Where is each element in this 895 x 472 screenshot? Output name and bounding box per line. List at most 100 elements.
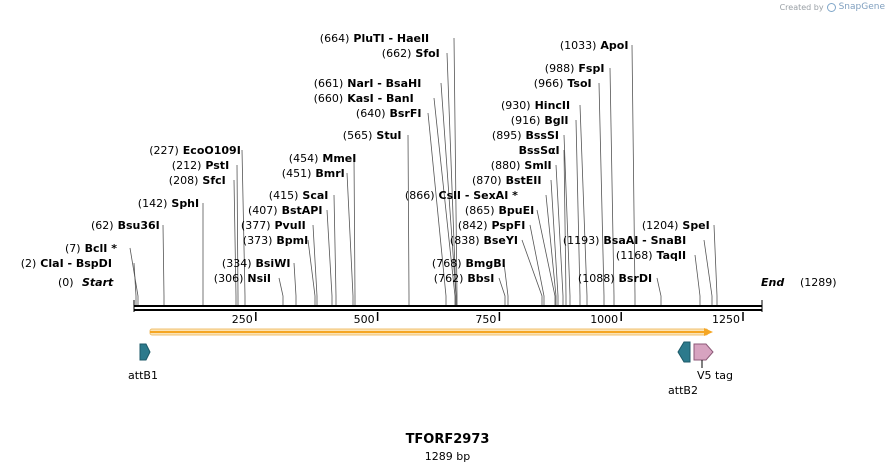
site-connector <box>575 119 581 305</box>
watermark-prefix: Created by <box>779 2 824 12</box>
site-connector <box>563 134 571 305</box>
ruler-tick-label: 1250 <box>712 313 740 326</box>
site-position: (930) <box>501 99 531 112</box>
site-name: HincII <box>535 99 571 112</box>
site-position: (1033) <box>560 39 597 52</box>
site-position: (565) <box>343 129 373 142</box>
attb2-feature <box>677 341 691 363</box>
site-name: EcoO109I <box>183 144 241 157</box>
site-position: (880) <box>491 159 521 172</box>
site-name: SphI <box>171 197 199 210</box>
snapgene-logo-icon <box>826 2 836 12</box>
plasmid-title: TFORF2973 <box>405 432 490 447</box>
site-name: BsiWI <box>256 257 291 270</box>
site-name: BpuEI <box>499 204 535 217</box>
v5-tag-label: V5 tag <box>697 369 733 382</box>
site-connector <box>162 224 165 305</box>
site-position: (895) <box>492 129 522 142</box>
site-connector <box>129 247 139 305</box>
site-name: PstI <box>205 159 229 172</box>
site-position: (62) <box>91 219 114 232</box>
site-name: PspFI <box>492 219 526 232</box>
site-position: (373) <box>243 234 273 247</box>
site-name: BsrDI <box>619 272 653 285</box>
site-connector <box>241 149 246 305</box>
site-name: BsaAI - SnaBI <box>603 234 686 247</box>
site-connector <box>236 164 239 305</box>
site-position: (866) <box>405 189 435 202</box>
start-position: (0) <box>58 276 74 289</box>
site-position: (454) <box>289 152 319 165</box>
site-name: StuI <box>376 129 401 142</box>
site-connector <box>536 209 556 305</box>
site-connector <box>312 224 318 305</box>
site-connector <box>333 194 337 305</box>
site-name: ScaI <box>302 189 328 202</box>
site-labels: (2) ClaI - BspDI(7) BclI *(62) Bsu36I(142) S… <box>21 32 710 285</box>
site-position: (142) <box>138 197 168 210</box>
site-connector <box>407 134 410 305</box>
site-connector <box>446 52 457 305</box>
watermark-brand: SnapGene <box>838 2 885 12</box>
site-position: (1204) <box>642 219 679 232</box>
site-position: (870) <box>472 174 502 187</box>
site-lines <box>129 37 718 305</box>
site-name: PluTI - HaeII <box>353 32 429 45</box>
site-position: (838) <box>450 234 480 247</box>
site-connector <box>631 44 636 305</box>
ruler: 250 500 750 1000 1250 <box>232 312 744 326</box>
watermark: Created by SnapGene <box>780 2 885 12</box>
site-connector <box>713 224 718 305</box>
end-position: (1289) <box>800 276 837 289</box>
site-name: MmeI <box>322 152 356 165</box>
ruler-tick-label: 1000 <box>590 313 618 326</box>
site-name: BssSI <box>526 129 560 142</box>
site-name: CslI - SexAI * <box>439 189 519 202</box>
site-name: FspI <box>578 62 604 75</box>
attb1-label: attB1 <box>128 369 158 382</box>
site-name: BsrFI <box>390 107 422 120</box>
site-position: (966) <box>534 77 564 90</box>
site-connector <box>579 104 588 305</box>
site-name: BpmI <box>276 234 308 247</box>
site-name: BstAPI <box>282 204 323 217</box>
site-name: BmgBI <box>466 257 506 270</box>
site-name: ApoI <box>600 39 628 52</box>
site-name: PvuII <box>275 219 306 232</box>
site-connector <box>498 277 506 305</box>
site-connector <box>550 179 559 305</box>
site-connector <box>521 239 543 305</box>
site-name: ClaI - BspDI <box>40 257 112 270</box>
site-connector <box>278 277 284 305</box>
site-name: TsoI <box>567 77 591 90</box>
site-position: (1168) <box>616 249 653 262</box>
site-position: (2) <box>21 257 37 270</box>
site-connector <box>609 67 615 305</box>
site-connector <box>555 164 564 305</box>
attb2-label: attB2 <box>668 384 698 397</box>
site-connector <box>529 224 545 305</box>
site-name: BclI * <box>85 242 118 255</box>
site-position: (1193) <box>563 234 600 247</box>
end-label: End <box>761 276 784 289</box>
site-position: (306) <box>214 272 244 285</box>
site-name: KasI - BanI <box>347 92 414 105</box>
site-name: SmlI <box>524 159 551 172</box>
site-position: (377) <box>241 219 271 232</box>
site-connector <box>307 239 316 305</box>
site-position: (208) <box>169 174 199 187</box>
site-position: (660) <box>314 92 344 105</box>
site-position: (865) <box>465 204 495 217</box>
site-name: BglI <box>544 114 568 127</box>
attb1-feature <box>139 343 151 361</box>
site-connector <box>427 112 447 305</box>
site-position: (661) <box>314 77 344 90</box>
ruler-tick-label: 250 <box>232 313 253 326</box>
site-name: Bsu36I <box>118 219 160 232</box>
site-connector <box>326 209 333 305</box>
site-connector <box>545 194 557 305</box>
site-position: (451) <box>282 167 312 180</box>
site-connector <box>563 149 567 305</box>
site-connector <box>353 157 356 305</box>
site-connector <box>656 277 662 305</box>
